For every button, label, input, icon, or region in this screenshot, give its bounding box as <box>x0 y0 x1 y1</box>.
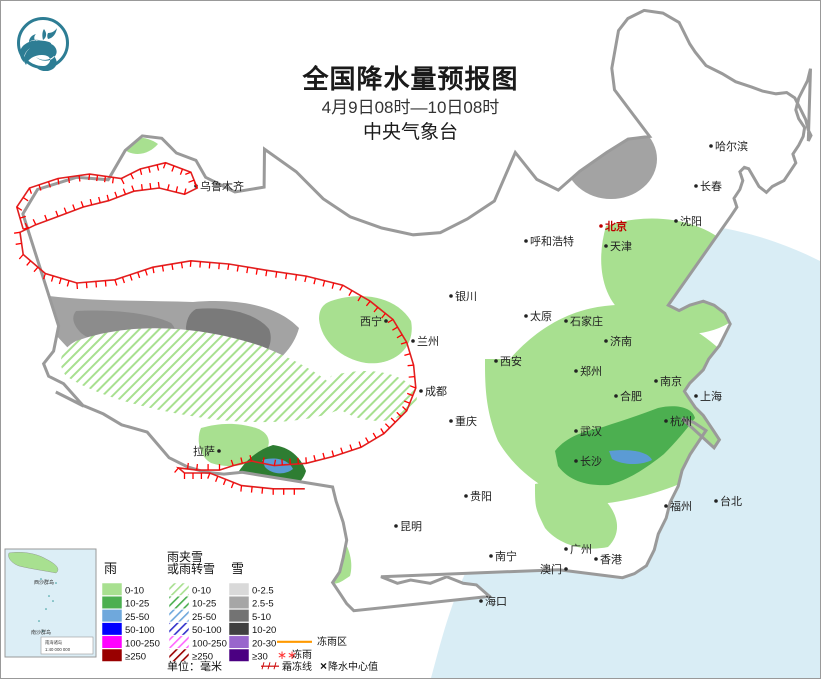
svg-text:香港: 香港 <box>600 553 622 566</box>
svg-text:冻雨: 冻雨 <box>292 648 312 661</box>
svg-text:南沙群岛: 南沙群岛 <box>31 629 51 636</box>
svg-text:≥30: ≥30 <box>252 652 268 663</box>
svg-text:石家庄: 石家庄 <box>570 314 603 328</box>
svg-text:西宁: 西宁 <box>360 314 382 328</box>
svg-text:2.5-5: 2.5-5 <box>252 599 274 610</box>
svg-text:重庆: 重庆 <box>455 414 477 428</box>
svg-text:≥250: ≥250 <box>125 652 146 663</box>
svg-text:或雨转雪: 或雨转雪 <box>167 561 215 576</box>
svg-text:长沙: 长沙 <box>580 455 602 468</box>
svg-text:福州: 福州 <box>670 499 692 513</box>
svg-text:10-25: 10-25 <box>192 599 216 610</box>
svg-text:10-20: 10-20 <box>252 625 276 636</box>
svg-text:长春: 长春 <box>700 180 722 193</box>
svg-text:银川: 银川 <box>455 289 477 303</box>
svg-text:雨: 雨 <box>104 561 117 576</box>
svg-text:成都: 成都 <box>425 385 447 398</box>
svg-text:0-10: 0-10 <box>192 586 211 597</box>
svg-text:北京: 北京 <box>605 219 627 233</box>
svg-text:海口: 海口 <box>485 594 507 608</box>
svg-text:济南: 济南 <box>610 334 632 348</box>
svg-text:单位：毫米: 单位：毫米 <box>167 659 222 673</box>
svg-text:澳门: 澳门 <box>540 562 562 576</box>
svg-text:冻雨区: 冻雨区 <box>317 635 347 648</box>
svg-text:拉萨: 拉萨 <box>193 444 215 458</box>
svg-text:上海: 上海 <box>700 389 722 403</box>
svg-text:50-100: 50-100 <box>192 625 222 636</box>
svg-text:10-25: 10-25 <box>125 599 149 610</box>
svg-text:乌鲁木齐: 乌鲁木齐 <box>200 179 244 193</box>
svg-text:杭州: 杭州 <box>670 414 692 428</box>
svg-text:昆明: 昆明 <box>400 520 422 533</box>
svg-text:沈阳: 沈阳 <box>680 214 702 228</box>
svg-text:郑州: 郑州 <box>580 364 602 378</box>
svg-text:25-50: 25-50 <box>192 612 216 623</box>
svg-text:0-10: 0-10 <box>125 586 144 597</box>
svg-text:5-10: 5-10 <box>252 612 271 623</box>
svg-text:20-30: 20-30 <box>252 638 276 649</box>
svg-text:雪: 雪 <box>231 561 244 576</box>
svg-text:100-250: 100-250 <box>125 638 160 649</box>
svg-text:降水中心值: 降水中心值 <box>328 660 378 673</box>
svg-text:合肥: 合肥 <box>620 389 642 403</box>
svg-text:广州: 广州 <box>570 543 592 556</box>
svg-text:霜冻线: 霜冻线 <box>282 660 312 673</box>
svg-text:兰州: 兰州 <box>417 335 439 348</box>
svg-text:太原: 太原 <box>530 310 552 323</box>
svg-text:西安: 西安 <box>500 354 522 368</box>
svg-text:台北: 台北 <box>720 494 742 508</box>
svg-text:×: × <box>320 659 327 673</box>
svg-text:50-100: 50-100 <box>125 625 155 636</box>
svg-text:25-50: 25-50 <box>125 612 149 623</box>
svg-text:武汉: 武汉 <box>580 425 602 438</box>
svg-text:呼和浩特: 呼和浩特 <box>530 234 574 248</box>
svg-text:0-2.5: 0-2.5 <box>252 586 274 597</box>
svg-text:100-250: 100-250 <box>192 638 227 649</box>
svg-text:南海诸岛: 南海诸岛 <box>45 639 62 646</box>
svg-text:天津: 天津 <box>610 240 632 253</box>
svg-text:西沙群岛: 西沙群岛 <box>34 579 54 586</box>
svg-text:南宁: 南宁 <box>495 549 517 563</box>
svg-text:贵阳: 贵阳 <box>470 490 492 503</box>
svg-text:南京: 南京 <box>660 374 682 388</box>
svg-text:1:40 000 000: 1:40 000 000 <box>45 647 71 652</box>
